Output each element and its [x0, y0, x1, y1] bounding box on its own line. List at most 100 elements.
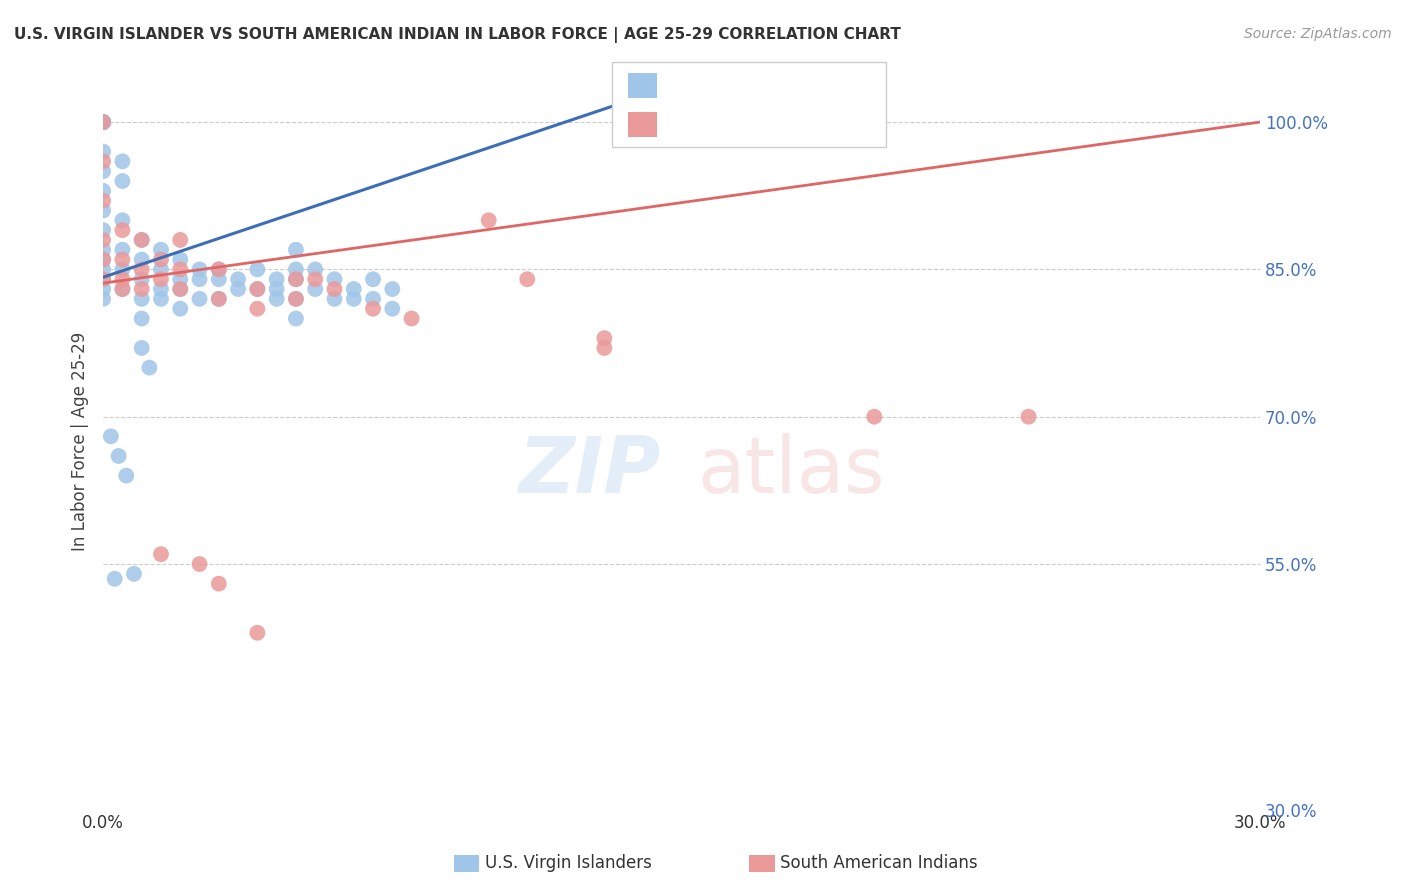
Point	[91, 115, 114, 129]
Point	[111, 154, 134, 169]
Point	[323, 292, 346, 306]
Point	[246, 282, 269, 296]
Text: ZIP: ZIP	[517, 433, 659, 508]
Text: N =: N =	[772, 115, 824, 133]
Point	[188, 292, 211, 306]
Point	[107, 449, 129, 463]
Point	[91, 115, 114, 129]
Point	[284, 311, 307, 326]
Point	[91, 115, 114, 129]
Point	[111, 243, 134, 257]
Point	[169, 233, 191, 247]
Point	[284, 292, 307, 306]
Point	[91, 203, 114, 218]
Point	[91, 115, 114, 129]
Point	[149, 292, 172, 306]
Point	[478, 213, 501, 227]
Point	[246, 625, 269, 640]
Point	[361, 272, 384, 286]
Point	[208, 292, 231, 306]
Point	[208, 292, 231, 306]
Point	[131, 233, 153, 247]
Point	[246, 262, 269, 277]
Point	[111, 252, 134, 267]
Point	[149, 547, 172, 561]
Point	[91, 145, 114, 159]
Point	[381, 301, 404, 316]
Point	[208, 262, 231, 277]
Point	[208, 272, 231, 286]
Point	[149, 252, 172, 267]
Point	[91, 272, 114, 286]
Point	[91, 184, 114, 198]
Text: U.S. VIRGIN ISLANDER VS SOUTH AMERICAN INDIAN IN LABOR FORCE | AGE 25-29 CORRELA: U.S. VIRGIN ISLANDER VS SOUTH AMERICAN I…	[14, 27, 901, 43]
Point	[169, 301, 191, 316]
Point	[169, 262, 191, 277]
Point	[208, 262, 231, 277]
Text: South American Indians: South American Indians	[780, 855, 979, 872]
Point	[131, 262, 153, 277]
Point	[131, 341, 153, 355]
Point	[284, 262, 307, 277]
Point	[208, 576, 231, 591]
Text: 72: 72	[825, 77, 851, 95]
Point	[131, 252, 153, 267]
Point	[111, 272, 134, 286]
Point	[323, 272, 346, 286]
Point	[169, 282, 191, 296]
Point	[131, 272, 153, 286]
Point	[111, 282, 134, 296]
Point	[1018, 409, 1040, 424]
Point	[131, 233, 153, 247]
Point	[131, 292, 153, 306]
Point	[104, 572, 127, 586]
Point	[284, 272, 307, 286]
Point	[91, 233, 114, 247]
Point	[323, 282, 346, 296]
Point	[343, 292, 366, 306]
Point	[401, 311, 423, 326]
Y-axis label: In Labor Force | Age 25-29: In Labor Force | Age 25-29	[72, 332, 89, 551]
Point	[169, 282, 191, 296]
Text: Source: ZipAtlas.com: Source: ZipAtlas.com	[1244, 27, 1392, 41]
Point	[361, 292, 384, 306]
Point	[246, 282, 269, 296]
Point	[131, 311, 153, 326]
Point	[304, 262, 326, 277]
Point	[266, 292, 288, 306]
Point	[343, 282, 366, 296]
Point	[91, 154, 114, 169]
Text: 0.236: 0.236	[713, 115, 769, 133]
Point	[593, 341, 616, 355]
Point	[246, 301, 269, 316]
Point	[91, 272, 114, 286]
Point	[91, 115, 114, 129]
Point	[138, 360, 160, 375]
Text: R =: R =	[671, 115, 710, 133]
Point	[111, 174, 134, 188]
Point	[91, 194, 114, 208]
Text: atlas: atlas	[697, 433, 886, 508]
Point	[304, 282, 326, 296]
Point	[115, 468, 138, 483]
Point	[593, 331, 616, 345]
Point	[304, 272, 326, 286]
Point	[111, 262, 134, 277]
Point	[381, 282, 404, 296]
Point	[91, 252, 114, 267]
Point	[188, 272, 211, 286]
Point	[91, 252, 114, 267]
Point	[226, 272, 249, 286]
Point	[188, 557, 211, 571]
Point	[149, 243, 172, 257]
Point	[91, 115, 114, 129]
Point	[91, 115, 114, 129]
Point	[149, 272, 172, 286]
Text: U.S. Virgin Islanders: U.S. Virgin Islanders	[485, 855, 652, 872]
Point	[91, 243, 114, 257]
Point	[91, 292, 114, 306]
Point	[111, 213, 134, 227]
Point	[516, 272, 538, 286]
Point	[91, 223, 114, 237]
Point	[111, 282, 134, 296]
